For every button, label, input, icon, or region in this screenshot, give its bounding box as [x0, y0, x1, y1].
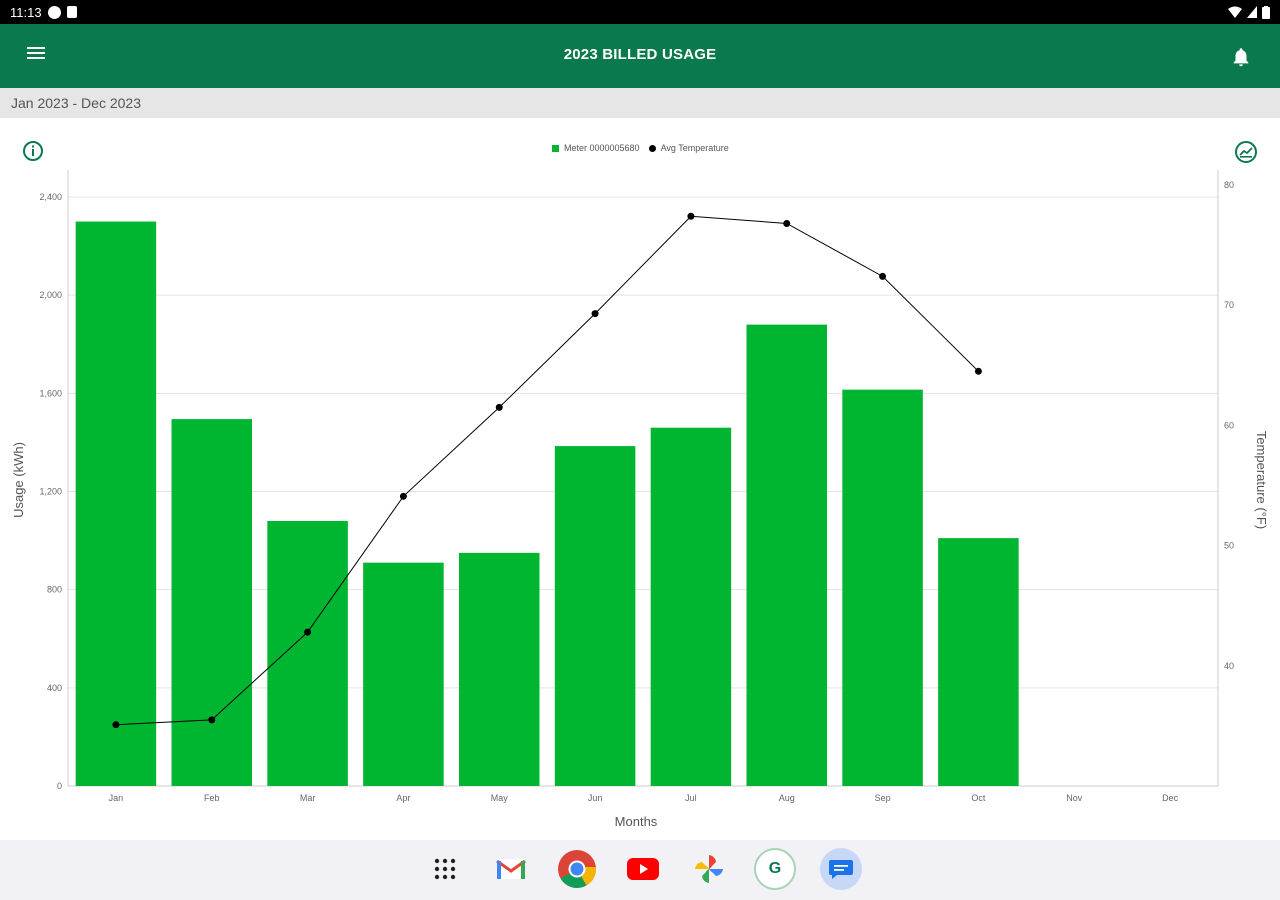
page-title: 2023 BILLED USAGE [563, 46, 717, 63]
y-tick-label: 800 [47, 585, 62, 595]
app-dock: G [424, 848, 862, 890]
x-tick-label: May [491, 793, 509, 803]
bell-icon[interactable] [1230, 46, 1252, 68]
bar [746, 324, 827, 786]
x-tick-label: Jun [588, 793, 603, 803]
sim-icon [66, 6, 77, 18]
temperature-point [879, 272, 887, 280]
x-tick-label: Oct [971, 793, 986, 803]
utility-app-icon[interactable]: G [754, 848, 796, 890]
x-tick-label: Mar [300, 793, 316, 803]
date-range-label: Jan 2023 - Dec 2023 [11, 95, 141, 111]
notification-icon [47, 5, 61, 19]
app-bar: 2023 BILLED USAGE [0, 24, 1280, 88]
hamburger-menu-icon[interactable] [20, 44, 52, 68]
status-time: 11:13 [10, 4, 42, 20]
youtube-icon[interactable] [622, 848, 664, 890]
y2-tick-label: 50 [1224, 541, 1234, 551]
bar [75, 221, 157, 786]
x-tick-label: Nov [1066, 793, 1083, 803]
temperature-point [208, 716, 216, 724]
x-axis-label: Months [615, 814, 658, 829]
bar [171, 419, 252, 786]
x-tick-label: Apr [396, 793, 410, 803]
wifi-icon [1228, 6, 1242, 18]
temperature-point [112, 721, 120, 729]
temperature-point [687, 212, 695, 220]
bar [938, 538, 1019, 786]
bar [267, 520, 348, 786]
temperature-point [495, 403, 503, 411]
y2-tick-label: 80 [1224, 180, 1234, 190]
y-tick-label: 1,600 [39, 388, 62, 398]
x-tick-label: Aug [779, 793, 795, 803]
legend-line-swatch [648, 144, 656, 152]
apps-icon[interactable] [424, 848, 466, 890]
gmail-icon[interactable] [490, 848, 532, 890]
x-tick-label: Jan [109, 793, 124, 803]
chart-settings-icon[interactable] [1234, 140, 1258, 164]
legend-bar-swatch [552, 144, 559, 152]
temperature-point [399, 492, 407, 500]
photos-icon[interactable] [688, 848, 730, 890]
x-tick-label: Sep [875, 793, 891, 803]
x-tick-label: Dec [1162, 793, 1179, 803]
y2-tick-label: 70 [1224, 300, 1234, 310]
y-tick-label: 0 [57, 781, 62, 791]
y-tick-label: 2,400 [39, 192, 62, 202]
chrome-icon[interactable] [556, 848, 598, 890]
legend-temp-label: Avg Temperature [660, 143, 729, 153]
y2-tick-label: 60 [1224, 420, 1234, 430]
messages-icon[interactable] [820, 848, 862, 890]
bar [363, 562, 444, 786]
y2-tick-label: 40 [1224, 661, 1234, 671]
x-tick-label: Jul [685, 793, 697, 803]
y-tick-label: 400 [47, 683, 62, 693]
temperature-point [783, 219, 791, 227]
temperature-point [974, 367, 982, 375]
temperature-line [115, 215, 979, 726]
bar [554, 446, 636, 786]
date-range-bar: Jan 2023 - Dec 2023 [0, 88, 1280, 118]
y-tick-label: 2,000 [39, 290, 62, 300]
utility-app-letter: G [768, 860, 782, 877]
bar [459, 552, 540, 786]
y2-axis-label: Temperature (°F) [1254, 431, 1269, 529]
chart-legend: Meter 0000005680 Avg Temperature [552, 143, 729, 153]
signal-icon [1247, 6, 1257, 18]
y-tick-label: 1,200 [39, 487, 62, 497]
temperature-point [304, 628, 312, 636]
status-bar: 11:13 [0, 0, 1280, 24]
bar [842, 389, 923, 786]
y-axis-label: Usage (kWh) [11, 442, 26, 518]
x-tick-label: Feb [204, 793, 220, 803]
legend-meter-label: Meter 0000005680 [564, 143, 640, 153]
bar [650, 427, 732, 786]
info-icon[interactable] [22, 140, 44, 162]
usage-chart: 0 400 800 1,200 1,600 2,000 2,400 40 50 60 70 80 Jan… [11, 170, 1269, 829]
temperature-point [591, 310, 599, 318]
battery-icon [1262, 5, 1270, 19]
